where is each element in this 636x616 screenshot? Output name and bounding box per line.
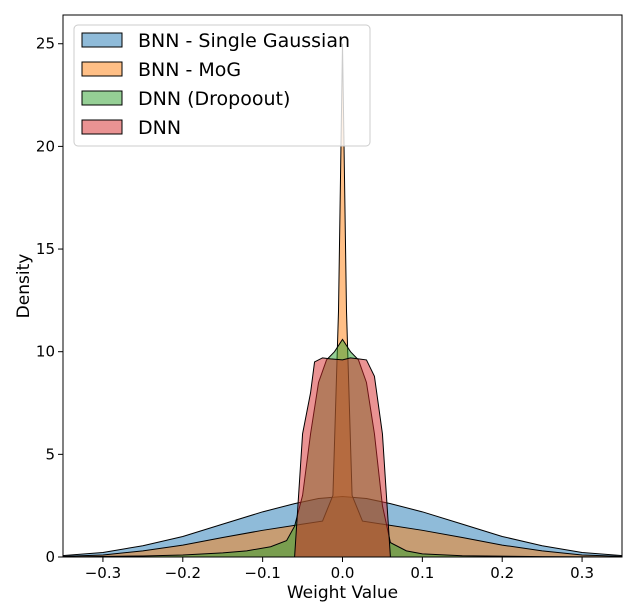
x-tick-label: −0.2 xyxy=(165,564,201,582)
legend-box xyxy=(73,24,371,147)
x-tick-label: 0.0 xyxy=(331,564,355,582)
legend-swatch xyxy=(81,61,123,77)
x-tick-label: 0.2 xyxy=(490,564,514,582)
x-tick-label: 0.1 xyxy=(410,564,434,582)
legend-swatch xyxy=(81,32,123,48)
x-axis: −0.3 −0.2 −0.1 0.0 0.1 0.2 0.3 xyxy=(85,557,594,582)
y-axis: 0 5 10 15 20 25 xyxy=(36,35,63,566)
legend-swatch xyxy=(81,119,123,135)
legend-label: DNN xyxy=(138,117,181,139)
x-axis-label: Weight Value xyxy=(287,583,398,603)
legend-label: BNN - Single Gaussian xyxy=(138,30,350,52)
y-tick-label: 5 xyxy=(45,445,55,463)
y-tick-label: 25 xyxy=(36,35,55,53)
legend-label: BNN - MoG xyxy=(138,59,241,81)
y-tick-label: 10 xyxy=(36,343,55,361)
y-tick-label: 15 xyxy=(36,240,55,258)
y-tick-label: 20 xyxy=(36,137,55,155)
legend-swatch xyxy=(81,90,123,106)
y-tick-label: 0 xyxy=(45,548,55,566)
density-area-4 xyxy=(63,357,622,558)
legend: BNN - Single Gaussian BNN - MoG DNN (Dropo… xyxy=(73,24,371,147)
x-tick-label: −0.3 xyxy=(85,564,121,582)
legend-label: DNN (Dropoout) xyxy=(138,88,290,110)
x-tick-label: 0.3 xyxy=(570,564,594,582)
y-axis-label: Density xyxy=(14,254,34,319)
density-area-2 xyxy=(62,43,623,558)
plot-area xyxy=(62,43,623,558)
x-tick-label: −0.1 xyxy=(244,564,280,582)
